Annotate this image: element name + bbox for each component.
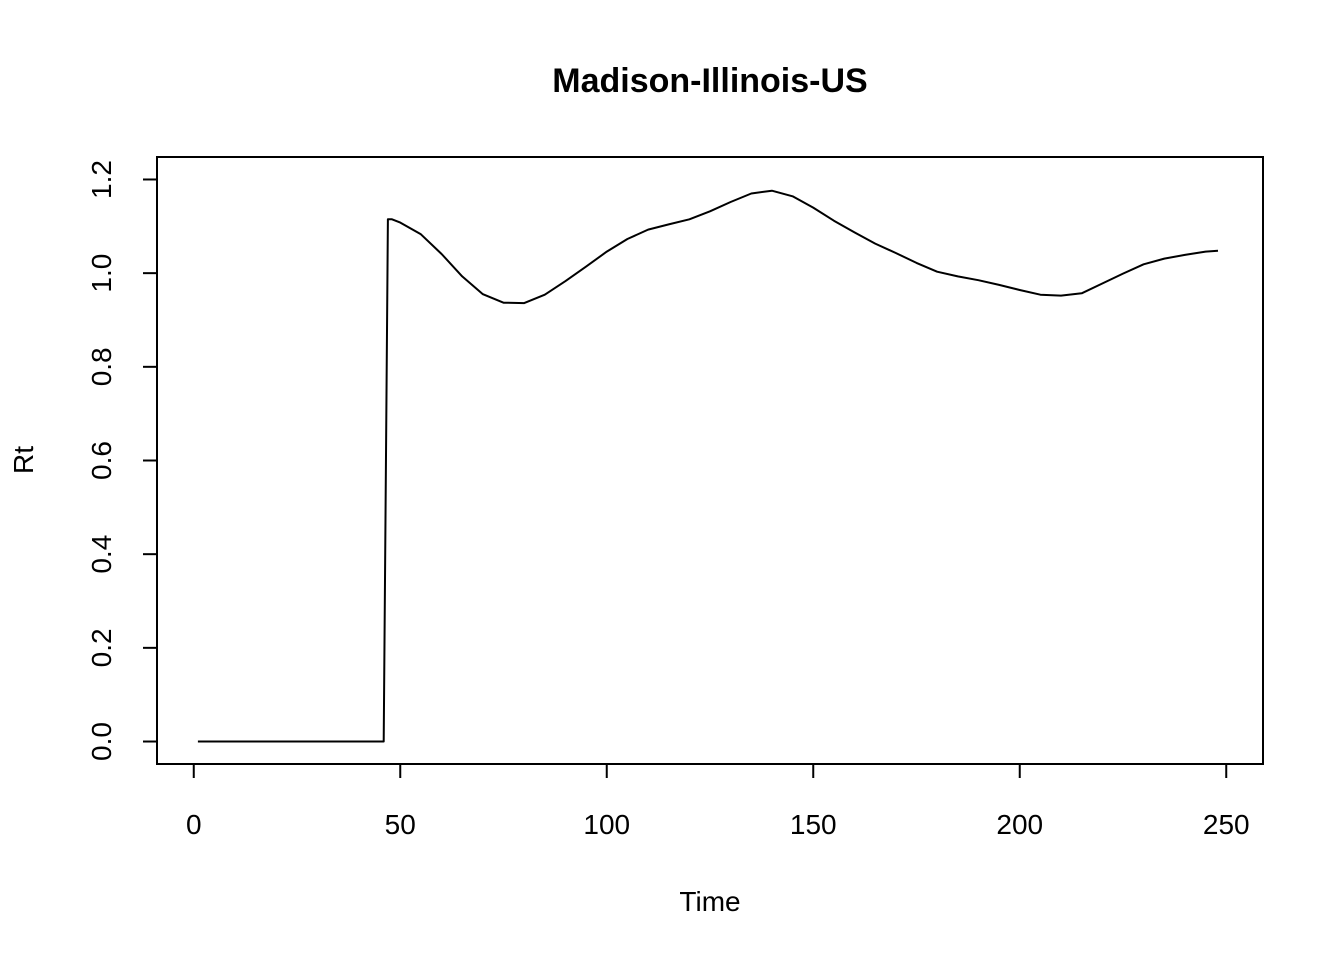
- y-axis: 0.0 0.2 0.4 0.6 0.8 1.0 1.2: [86, 160, 158, 761]
- x-tick-label: 100: [583, 809, 630, 840]
- y-tick-label: 1.0: [86, 254, 117, 293]
- rt-series-line: [197, 189, 1219, 743]
- y-tick-label: 0.6: [86, 441, 117, 480]
- y-axis-label: Rt: [8, 446, 39, 474]
- y-tick-label: 0.2: [86, 628, 117, 667]
- y-tick-label: 0.8: [86, 347, 117, 386]
- x-tick-label: 200: [996, 809, 1043, 840]
- y-tick-label: 0.0: [86, 722, 117, 761]
- plot-frame: [156, 156, 1264, 765]
- x-tick-label: 250: [1203, 809, 1250, 840]
- y-tick-label: 1.2: [86, 160, 117, 199]
- y-tick-label: 0.4: [86, 535, 117, 574]
- x-tick-label: 50: [385, 809, 416, 840]
- x-axis-label: Time: [679, 886, 740, 917]
- x-axis: 0 50 100 150 200 250: [186, 763, 1250, 840]
- chart-title: Madison-Illinois-US: [552, 62, 867, 100]
- x-tick-label: 0: [186, 809, 202, 840]
- x-tick-label: 150: [790, 809, 837, 840]
